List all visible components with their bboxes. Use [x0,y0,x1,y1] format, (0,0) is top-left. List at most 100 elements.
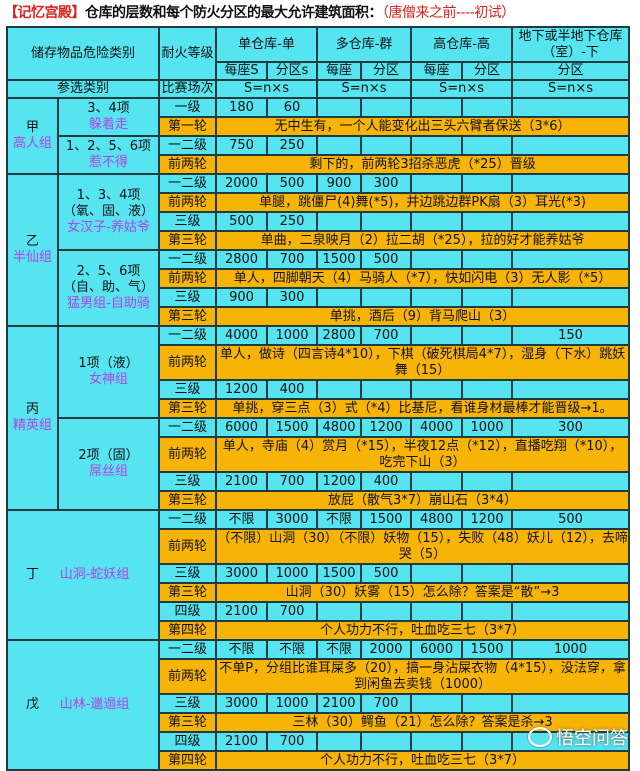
area-value [461,97,514,118]
subgroup-items: 3、4项 [87,101,130,116]
subgroup-items: 1、2、5、6项 [65,139,152,154]
area-value [511,693,631,714]
area-value: 2800 [215,249,269,270]
group-cell: 乙半仙组 [6,173,59,327]
group-alias: 高人组 [12,136,52,151]
area-value: 2000 [360,639,413,660]
header-single: 单仓库-单 [215,26,319,63]
formula: S=n×s [215,79,319,99]
round-label: 前两轮 [158,192,218,213]
round-description: 单挑，穿三点（3）式（*4）比基尼，看谁身材最棒才能晋级→1。 [215,398,631,419]
area-value: 不限 [316,509,363,530]
area-value [461,325,514,346]
fire-level: 一二级 [158,639,218,660]
fire-level: 四级 [158,731,218,752]
watermark-text: 悟空问答 [556,728,628,749]
round-label: 前两轮 [158,528,218,565]
formula: S=n×s [511,79,631,99]
area-value [461,135,514,156]
header-per-building: 每座S [215,61,269,81]
group-name: 丙 [25,402,39,417]
area-value: 150 [511,325,631,346]
area-value: 3000 [215,563,269,584]
fire-level: 一二级 [158,509,218,530]
area-value: 500 [360,249,413,270]
fire-level: 三级 [158,379,218,400]
warehouse-table: 储存物品危险类别 耐火等级 单仓库-单 多仓库-群 高仓库-高 地下或半地下仓库… [5,26,631,771]
round-description: 单人，寺庙（4）赏月（*15），半夜12点（*12），直播吃翔（*10），吃完下… [215,436,631,473]
subgroup-cell: 1、2、5、6项 惹不得 [56,135,161,175]
round-label: 第四轮 [158,620,218,641]
area-value [316,731,363,752]
fire-level: 一二级 [158,249,218,270]
watermark: 悟空问答 [528,724,628,750]
group-name: 丁 [26,567,40,582]
table-row: 1、2、5、6项 惹不得 一二级 750 250 [7,135,631,175]
area-value: 300 [266,287,319,308]
area-value: 300 [511,417,631,438]
area-value: 4800 [410,509,464,530]
round-label: 前两轮 [158,268,218,289]
round-label: 第三轮 [158,712,218,733]
area-value: 500 [215,211,269,232]
table-row: 前两轮 （不限）山洞（30）（不限）妖物（15），失败（48）妖儿（12），去啼哭… [7,528,631,565]
subgroup-cell: 2、5、6项 （自、助、气） 猛男组-自助骑 [56,249,161,327]
area-value: 4000 [215,325,269,346]
table-row: 三级 3000 1000 2100 700 [7,693,631,714]
table-row: 戊 山林-邋遢组 一二级 不限 不限 不限 2000 6000 1500 1000 [5,639,631,771]
fire-level: 三级 [158,693,218,714]
area-value: 900 [215,287,269,308]
area-value [360,287,413,308]
round-description: 无中生有，一个人能变化出三头六臂者保送（3*6） [215,116,631,137]
table-row: 三级 1200 400 [7,379,631,400]
round-description: 放屁（散气3*7）崩山石（3*4） [215,490,631,511]
area-value: 700 [266,471,319,492]
subgroup-alias: 女神组 [89,372,129,387]
table-row: 丁 山洞-蛇妖组 一二级 不限 3000 不限 1500 4800 1200 500 [5,509,631,641]
round-description: 山洞（30）妖雾（15）怎么除？答案是“散”→3 [215,582,631,603]
round-label: 第四轮 [158,750,218,771]
round-description: 单人，四脚朝天（4）马骑人（*7），快如闪电（3）无人影（*5） [215,268,631,289]
area-value: 500 [511,509,631,530]
table-body: 甲高人组 3、4项 躲着走 一级 180 60 第一轮 无中生有，一个人能变化出三头六臂者保送… [5,97,631,771]
area-value [410,731,464,752]
area-value: 1000 [266,325,319,346]
area-value: 1000 [266,563,319,584]
header-multi: 多仓库-群 [316,26,413,63]
area-value: 500 [360,563,413,584]
fire-level: 四级 [158,601,218,622]
area-value: 700 [266,249,319,270]
round-description: 剩下的，前两轮3招杀恶虎（*25）晋级 [215,154,631,175]
round-description: 单挑，酒后（9）背马爬山（3） [215,306,631,327]
round-description: （不限）山洞（30）（不限）妖物（15），失败（48）妖儿（12），去啼哭（5） [215,528,631,565]
area-value [511,379,631,400]
subgroup-cell: 1、3、4项 （氧、固、液） 女汉子-养姑爷 [56,173,161,251]
area-value [360,731,413,752]
table-row: 三级 500 250 [7,211,631,232]
area-value: 3000 [215,693,269,714]
title-prefix: 【记忆宫殿】 [4,5,86,21]
area-value [410,287,464,308]
formula: S=n×s [410,79,514,99]
table-row: 第三轮 单挑，穿三点（3）式（*4）比基尼，看谁身材最棒才能晋级→1。 [7,398,631,419]
subgroup-alias: 屌丝组 [89,464,129,479]
area-value [410,211,464,232]
area-value: 1000 [461,417,514,438]
area-value [360,601,413,622]
area-value [461,211,514,232]
title-suffix: （唐僧来之前----初试） [382,5,515,21]
fire-level: 一二级 [158,325,218,346]
fire-level: 一二级 [158,173,218,194]
header-match: 比赛场次 [158,79,218,99]
table-row: 乙半仙组 1、3、4项 （氧、固、液） 女汉子-养姑爷 一二级 2000 500 900 300 [6,173,631,327]
area-value [316,287,363,308]
formula: S=n×s [316,79,413,99]
area-value [461,471,514,492]
area-value [461,731,514,752]
group-cell: 戊 山林-邋遢组 [5,639,161,771]
area-value [360,97,413,118]
table-row: 前两轮 不单P，分组比谁耳屎多（20），搞一身沾屎衣物（4*15），没法穿，拿到闲… [7,658,631,695]
area-value: 1000 [511,639,631,660]
area-value [461,693,514,714]
round-label: 第三轮 [158,398,218,419]
